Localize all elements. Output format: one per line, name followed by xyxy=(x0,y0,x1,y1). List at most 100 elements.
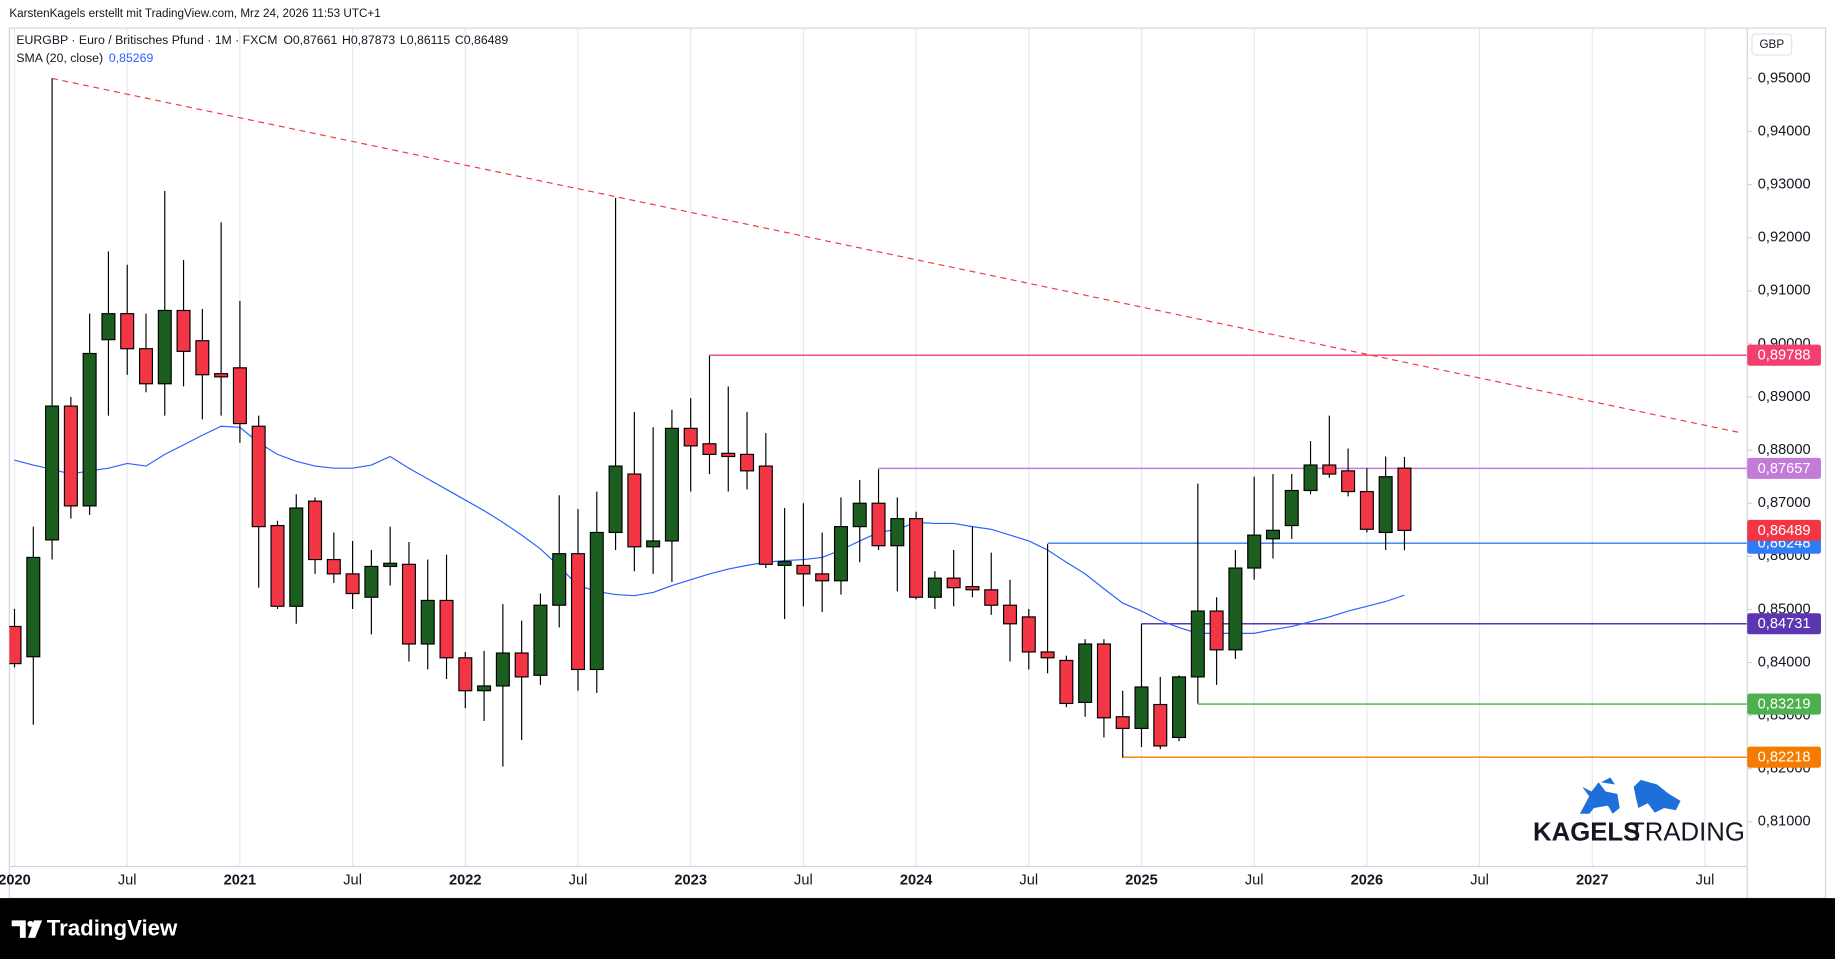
candle-body xyxy=(420,599,435,645)
currency-box xyxy=(1751,33,1793,56)
level-label-bg xyxy=(1747,457,1821,479)
y-tick-label: 0,87000 xyxy=(1758,495,1811,511)
candle-body xyxy=(9,625,22,665)
level-label: 0,82218 xyxy=(1758,750,1811,766)
candle-body xyxy=(1021,616,1036,653)
candle-body xyxy=(120,313,135,350)
ohlc-value: 0,87661 xyxy=(293,33,338,47)
y-tick-label: 0,92000 xyxy=(1758,230,1811,246)
x-tick-label: Jul xyxy=(1696,872,1715,888)
x-tick-label: 2022 xyxy=(449,872,482,888)
x-tick-label: Jul xyxy=(118,872,137,888)
footer-bar xyxy=(0,898,1835,959)
axes: 2020 Jul 2021 Jul 2022 Jul 2023 Jul 2024 Jul 2025 J… xyxy=(0,70,1821,888)
x-tick-label: Jul xyxy=(794,872,813,888)
candle-body xyxy=(458,657,473,692)
candle-body xyxy=(45,405,60,541)
y-tick-label: 0,91000 xyxy=(1758,283,1811,299)
candle-body xyxy=(852,502,867,528)
sma-legend-value: 0,85269 xyxy=(109,51,154,65)
y-tick-label: 0,88000 xyxy=(1758,442,1811,458)
ohlc-value: 0,87873 xyxy=(351,33,396,47)
plot xyxy=(9,77,1748,767)
candle-body xyxy=(1228,567,1243,651)
trendline xyxy=(51,77,1743,434)
candle-body xyxy=(195,340,210,376)
candle-body xyxy=(26,556,41,658)
candle-body xyxy=(927,577,942,598)
last-price-label: 0,86489 xyxy=(1758,523,1811,539)
footer-logo xyxy=(11,920,43,938)
x-tick-label: 2021 xyxy=(224,872,257,888)
candle-body xyxy=(909,518,924,598)
candle-body xyxy=(608,465,623,534)
candle-body xyxy=(477,685,492,692)
candle-body xyxy=(401,563,416,645)
candle-body xyxy=(308,500,323,561)
candle-body xyxy=(1378,476,1393,534)
y-tick-label: 0,95000 xyxy=(1758,70,1811,86)
candle-body xyxy=(289,507,304,607)
y-tick-label: 0,94000 xyxy=(1758,123,1811,139)
candle-body xyxy=(552,553,567,606)
candle-body xyxy=(495,652,510,687)
level-label-bg xyxy=(1747,344,1821,366)
candle-body xyxy=(345,573,360,595)
y-tick-label: 0,81000 xyxy=(1758,814,1811,830)
y-tick-label: 0,84000 xyxy=(1758,654,1811,670)
candle-body xyxy=(833,526,848,582)
candle-body xyxy=(664,427,679,542)
last-price-bg xyxy=(1747,519,1821,541)
candle-body xyxy=(1115,716,1130,730)
candle-body xyxy=(232,367,247,425)
x-tick-label: Jul xyxy=(1019,872,1038,888)
candle-body xyxy=(721,452,736,458)
candle-body xyxy=(383,562,398,568)
watermark-brand: KAGELS xyxy=(1533,819,1640,847)
candle-body xyxy=(1322,464,1337,475)
x-tick-label: 2024 xyxy=(900,872,933,888)
candle-body xyxy=(702,443,717,455)
candle-body xyxy=(890,518,905,547)
candle-body xyxy=(984,589,999,606)
legend-title: EURGBP · Euro / Britisches Pfund · 1M · … xyxy=(16,33,277,47)
header: KarstenKagels erstellt mit TradingView.c… xyxy=(9,7,380,20)
candle-body xyxy=(1397,467,1412,531)
candle-body xyxy=(214,373,229,378)
level-label-bg xyxy=(1747,613,1821,635)
candle-body xyxy=(270,524,285,607)
candle-body xyxy=(1284,489,1299,527)
level-label-bg xyxy=(1747,693,1821,715)
candle-body xyxy=(533,604,548,676)
candle-body xyxy=(1265,529,1280,540)
candle-body xyxy=(758,465,773,565)
level-label: 0,87657 xyxy=(1758,461,1811,477)
x-tick-label: Jul xyxy=(1470,872,1489,888)
candle-body xyxy=(63,405,78,507)
candle-body xyxy=(965,586,980,591)
x-tick-label: 2023 xyxy=(674,872,707,888)
candle-body xyxy=(1059,659,1074,705)
candle-body xyxy=(777,561,792,566)
watermark-logo: KAGELS TRADING xyxy=(1533,777,1745,847)
sma-legend-name: SMA (20, close) xyxy=(16,51,103,65)
candle-body xyxy=(1303,464,1318,492)
candle-body xyxy=(796,564,811,575)
candle-body xyxy=(646,540,661,548)
candle-body xyxy=(1134,686,1149,730)
x-tick-label: Jul xyxy=(343,872,362,888)
candle-body xyxy=(589,531,604,671)
x-tick-label: Jul xyxy=(569,872,588,888)
ohlc-value: 0,86115 xyxy=(407,33,451,47)
candle-body xyxy=(1153,703,1168,747)
candle-body xyxy=(1190,610,1205,678)
candle-body xyxy=(946,577,961,589)
candle-body xyxy=(439,599,454,659)
candle-body xyxy=(251,425,266,528)
currency: GBP xyxy=(1759,38,1784,51)
level-label-bg xyxy=(1747,746,1821,768)
candle-body xyxy=(176,309,191,352)
candle-body xyxy=(815,573,830,582)
